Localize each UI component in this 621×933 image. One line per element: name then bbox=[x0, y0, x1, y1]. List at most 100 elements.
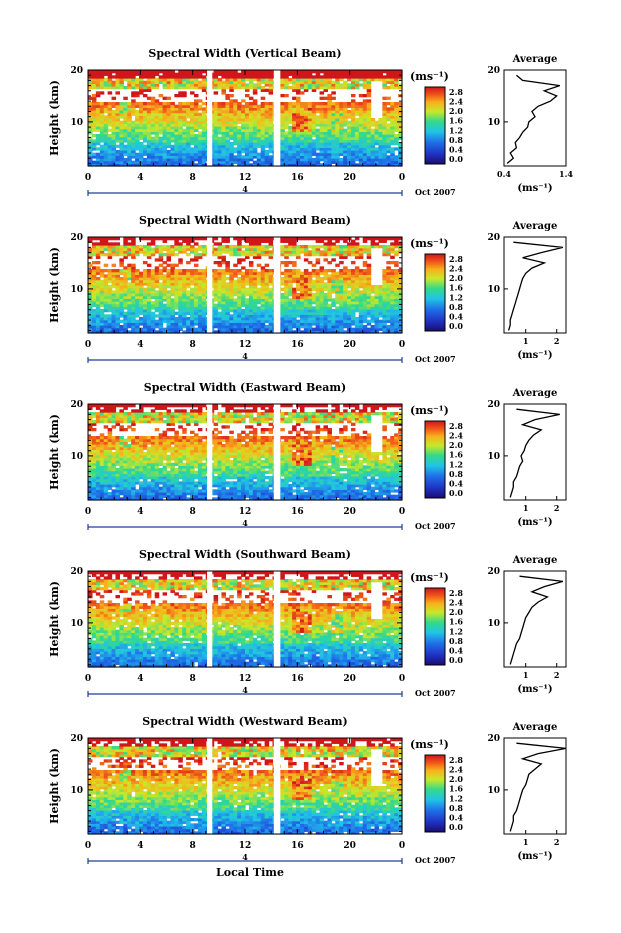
x-tick-label: 8 bbox=[190, 340, 196, 350]
average-x-tick-label: 1 bbox=[523, 503, 529, 513]
colorbar-tick-label: 2.0 bbox=[449, 106, 463, 116]
heatmap bbox=[88, 738, 403, 835]
colorbar-unit-label: (ms⁻¹) bbox=[410, 237, 449, 250]
colorbar-tick-label: 1.2 bbox=[449, 292, 463, 302]
colorbar-tick-label: 1.6 bbox=[449, 784, 463, 794]
colorbar-tick-label: 2.8 bbox=[449, 588, 463, 598]
average-x-tick-label: 1 bbox=[523, 837, 529, 847]
x-tick-label: 0 bbox=[399, 674, 405, 684]
x-tick-label: 16 bbox=[291, 507, 304, 517]
x-tick-label: 8 bbox=[190, 841, 196, 851]
colorbar-tick-label: 2.0 bbox=[449, 273, 463, 283]
panel-1: Spectral Width (Vertical Beam)2010Height… bbox=[48, 47, 573, 197]
data-gap bbox=[274, 738, 281, 834]
heatmap bbox=[88, 237, 403, 334]
day-marker: 4 bbox=[242, 351, 248, 361]
data-gap bbox=[274, 237, 281, 333]
average-y-tick-label: 20 bbox=[487, 567, 500, 577]
y-tick-label: 10 bbox=[70, 619, 83, 629]
y-tick-label: 20 bbox=[70, 734, 83, 744]
average-title: Average bbox=[512, 221, 558, 232]
average-y-tick-label: 10 bbox=[487, 619, 500, 629]
colorbar-tick-label: 0.4 bbox=[449, 312, 463, 322]
average-x-label: (ms⁻¹) bbox=[517, 851, 552, 862]
average-x-tick-label: 2 bbox=[554, 837, 560, 847]
x-tick-label: 16 bbox=[291, 340, 304, 350]
heatmap bbox=[88, 70, 403, 167]
y-axis-label: Height (km) bbox=[48, 748, 61, 824]
panel-2: Spectral Width (Northward Beam)2010Heigh… bbox=[48, 214, 566, 364]
colorbar-tick-label: 2.0 bbox=[449, 607, 463, 617]
average-y-tick-label: 10 bbox=[487, 452, 500, 462]
colorbar-unit-label: (ms⁻¹) bbox=[410, 571, 449, 584]
colorbar bbox=[425, 755, 445, 832]
heatmap bbox=[88, 571, 403, 668]
y-tick-label: 20 bbox=[70, 66, 83, 76]
x-tick-label: 16 bbox=[291, 841, 304, 851]
colorbar-tick-label: 2.4 bbox=[449, 597, 463, 607]
average-frame bbox=[504, 70, 566, 166]
colorbar-tick-label: 0.4 bbox=[449, 479, 463, 489]
date-label: Oct 2007 bbox=[415, 187, 456, 197]
x-tick-label: 20 bbox=[343, 674, 356, 684]
colorbar-tick-label: 2.4 bbox=[449, 96, 463, 106]
average-title: Average bbox=[512, 54, 558, 65]
x-tick-label: 16 bbox=[291, 674, 304, 684]
colorbar-tick-label: 2.4 bbox=[449, 263, 463, 273]
day-marker: 4 bbox=[242, 518, 248, 528]
data-gap bbox=[207, 571, 212, 667]
x-tick-label: 8 bbox=[190, 674, 196, 684]
colorbar-tick-label: 0.0 bbox=[449, 321, 463, 331]
average-y-tick-label: 20 bbox=[487, 233, 500, 243]
panel-5: Spectral Width (Westward Beam)2010Height… bbox=[48, 715, 566, 865]
colorbar-tick-label: 1.2 bbox=[449, 626, 463, 636]
colorbar-tick-label: 2.4 bbox=[449, 430, 463, 440]
x-tick-label: 12 bbox=[239, 841, 252, 851]
y-tick-label: 10 bbox=[70, 452, 83, 462]
average-title: Average bbox=[512, 722, 558, 733]
colorbar-tick-label: 1.6 bbox=[449, 617, 463, 627]
colorbar-tick-label: 1.6 bbox=[449, 450, 463, 460]
colorbar-tick-label: 0.0 bbox=[449, 154, 463, 164]
colorbar-tick-label: 2.0 bbox=[449, 440, 463, 450]
y-axis-label: Height (km) bbox=[48, 414, 61, 490]
panel-4: Spectral Width (Southward Beam)2010Heigh… bbox=[48, 548, 566, 698]
colorbar-tick-label: 2.4 bbox=[449, 764, 463, 774]
colorbar-tick-label: 0.4 bbox=[449, 145, 463, 155]
data-gap bbox=[207, 70, 212, 166]
data-gap bbox=[274, 70, 281, 166]
colorbar bbox=[425, 87, 445, 164]
date-label: Oct 2007 bbox=[415, 354, 456, 364]
colorbar-tick-label: 2.0 bbox=[449, 774, 463, 784]
x-tick-label: 0 bbox=[399, 507, 405, 517]
x-tick-label: 0 bbox=[85, 674, 91, 684]
x-tick-label: 20 bbox=[343, 841, 356, 851]
y-tick-label: 20 bbox=[70, 233, 83, 243]
average-title: Average bbox=[512, 388, 558, 399]
x-tick-label: 0 bbox=[399, 173, 405, 183]
y-tick-label: 10 bbox=[70, 786, 83, 796]
y-axis-label: Height (km) bbox=[48, 247, 61, 323]
average-x-label: (ms⁻¹) bbox=[517, 684, 552, 695]
average-y-tick-label: 20 bbox=[487, 734, 500, 744]
colorbar-tick-label: 0.8 bbox=[449, 302, 463, 312]
colorbar-tick-label: 0.8 bbox=[449, 636, 463, 646]
y-tick-label: 10 bbox=[70, 118, 83, 128]
average-y-tick-label: 20 bbox=[487, 66, 500, 76]
x-tick-label: 8 bbox=[190, 173, 196, 183]
average-title: Average bbox=[512, 555, 558, 566]
average-x-tick-label: 1 bbox=[523, 336, 529, 346]
x-tick-label: 0 bbox=[85, 340, 91, 350]
day-marker: 4 bbox=[242, 184, 248, 194]
date-label: Oct 2007 bbox=[415, 521, 456, 531]
colorbar-tick-label: 0.4 bbox=[449, 646, 463, 656]
x-tick-label: 20 bbox=[343, 507, 356, 517]
average-x-tick-label: 0.4 bbox=[497, 169, 511, 179]
x-tick-label: 20 bbox=[343, 340, 356, 350]
colorbar-tick-label: 1.2 bbox=[449, 793, 463, 803]
average-y-tick-label: 10 bbox=[487, 786, 500, 796]
colorbar-tick-label: 2.8 bbox=[449, 421, 463, 431]
average-x-label: (ms⁻¹) bbox=[517, 517, 552, 528]
x-tick-label: 12 bbox=[239, 507, 252, 517]
